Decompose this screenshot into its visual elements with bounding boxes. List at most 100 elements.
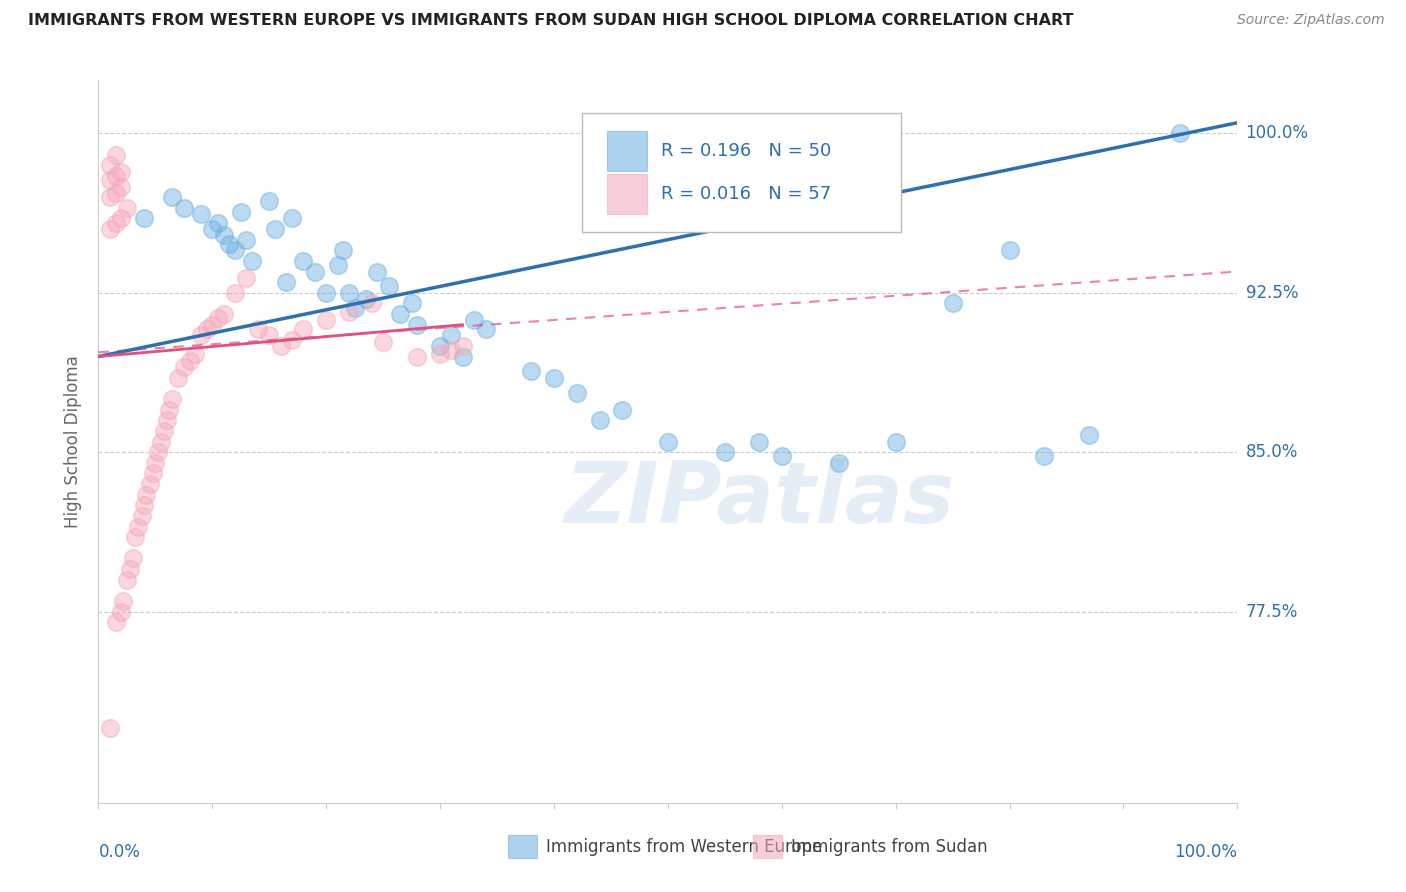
Point — [162, 190, 184, 204]
Point — [259, 194, 281, 209]
Point — [440, 343, 463, 358]
Point — [104, 216, 127, 230]
Point — [366, 264, 388, 278]
Point — [828, 456, 851, 470]
Point — [401, 296, 423, 310]
Point — [195, 322, 218, 336]
Point — [235, 271, 257, 285]
Point — [157, 402, 180, 417]
FancyBboxPatch shape — [582, 112, 901, 232]
Point — [150, 434, 173, 449]
Point — [173, 201, 195, 215]
Point — [543, 371, 565, 385]
Point — [270, 339, 292, 353]
Point — [179, 353, 201, 368]
Point — [132, 211, 155, 226]
Point — [378, 279, 401, 293]
Point — [135, 488, 157, 502]
Point — [184, 347, 207, 361]
Point — [451, 339, 474, 353]
Point — [389, 307, 412, 321]
Point — [190, 207, 212, 221]
Point — [98, 222, 121, 236]
Point — [292, 254, 315, 268]
Point — [304, 264, 326, 278]
Point — [104, 169, 127, 183]
Point — [246, 322, 269, 336]
Point — [104, 615, 127, 630]
Point — [520, 364, 543, 378]
Point — [474, 322, 496, 336]
Point — [276, 275, 298, 289]
Point — [142, 467, 165, 481]
Point — [463, 313, 485, 327]
Point — [657, 434, 679, 449]
Point — [98, 722, 121, 736]
Point — [451, 350, 474, 364]
Point — [343, 301, 366, 315]
Bar — [607, 131, 647, 170]
Point — [292, 322, 315, 336]
Point — [146, 445, 169, 459]
Text: 100.0%: 100.0% — [1174, 843, 1237, 861]
Point — [612, 402, 634, 417]
Point — [337, 285, 360, 300]
Point — [281, 211, 304, 226]
Point — [240, 254, 263, 268]
Point — [315, 313, 337, 327]
Text: 92.5%: 92.5% — [1246, 284, 1298, 301]
Point — [565, 385, 588, 400]
Point — [138, 477, 160, 491]
Point — [162, 392, 184, 406]
Point — [281, 333, 304, 347]
Point — [429, 339, 451, 353]
Point — [98, 158, 121, 172]
Point — [884, 434, 907, 449]
Text: IMMIGRANTS FROM WESTERN EUROPE VS IMMIGRANTS FROM SUDAN HIGH SCHOOL DIPLOMA CORR: IMMIGRANTS FROM WESTERN EUROPE VS IMMIGR… — [28, 13, 1074, 29]
Point — [115, 573, 138, 587]
Point — [167, 371, 190, 385]
Point — [332, 244, 354, 258]
Point — [131, 508, 153, 523]
Point — [98, 190, 121, 204]
Point — [127, 519, 149, 533]
Point — [588, 413, 610, 427]
Point — [770, 450, 793, 464]
Point — [110, 605, 132, 619]
Point — [190, 328, 212, 343]
Point — [998, 244, 1021, 258]
Point — [218, 236, 240, 251]
Point — [112, 594, 135, 608]
Point — [115, 201, 138, 215]
Point — [124, 530, 146, 544]
Text: ZIPatlas: ZIPatlas — [564, 458, 955, 541]
Point — [201, 318, 224, 332]
Point — [354, 292, 377, 306]
Text: Immigrants from Western Europe: Immigrants from Western Europe — [546, 838, 823, 855]
Bar — [509, 835, 537, 858]
Text: R = 0.196   N = 50: R = 0.196 N = 50 — [661, 142, 831, 160]
Point — [315, 285, 337, 300]
Point — [429, 347, 451, 361]
Point — [229, 205, 252, 219]
Point — [132, 498, 155, 512]
Point — [714, 445, 737, 459]
Point — [120, 562, 142, 576]
Point — [104, 147, 127, 161]
Text: Source: ZipAtlas.com: Source: ZipAtlas.com — [1237, 13, 1385, 28]
Point — [207, 311, 229, 326]
Text: 0.0%: 0.0% — [98, 843, 141, 861]
Point — [98, 173, 121, 187]
Text: 100.0%: 100.0% — [1246, 124, 1309, 143]
Point — [201, 222, 224, 236]
Point — [360, 296, 382, 310]
Bar — [607, 174, 647, 214]
Point — [121, 551, 143, 566]
Text: R = 0.016   N = 57: R = 0.016 N = 57 — [661, 185, 831, 203]
Point — [1170, 127, 1192, 141]
Point — [406, 318, 429, 332]
Point — [326, 258, 349, 272]
Text: 85.0%: 85.0% — [1246, 443, 1298, 461]
Point — [235, 233, 257, 247]
Point — [145, 456, 167, 470]
